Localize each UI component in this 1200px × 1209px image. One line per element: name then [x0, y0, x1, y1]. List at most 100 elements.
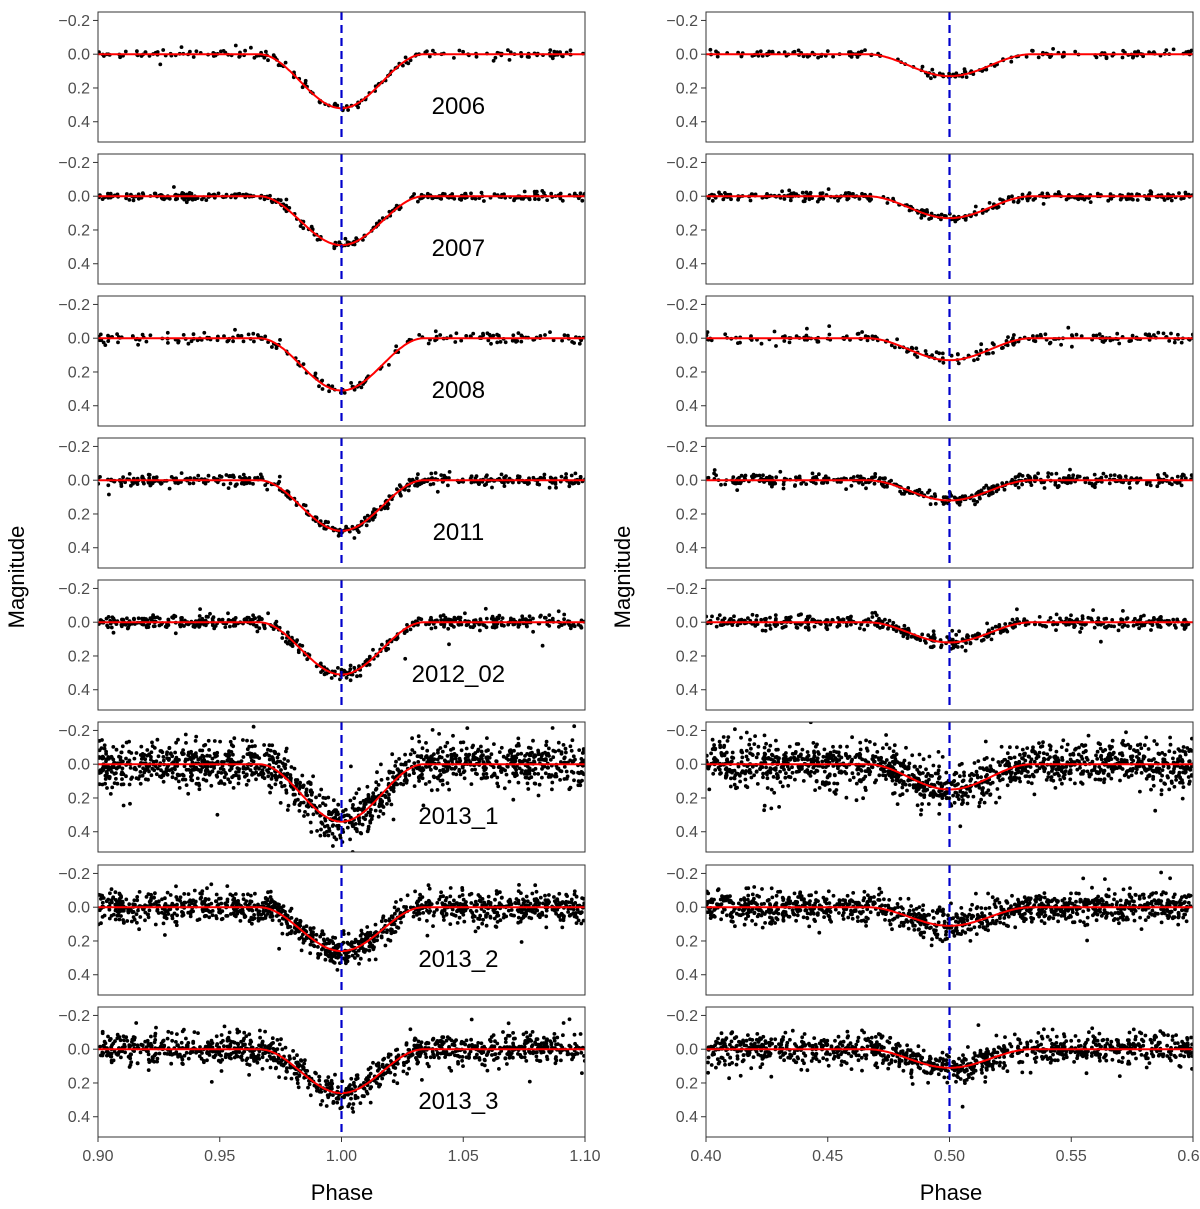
data-point	[1135, 480, 1139, 485]
data-point	[257, 766, 261, 771]
data-point	[902, 623, 907, 628]
data-point	[965, 801, 970, 806]
data-point	[345, 825, 350, 830]
data-point	[725, 739, 730, 743]
data-point	[865, 338, 870, 343]
data-point	[269, 772, 274, 776]
data-point	[1094, 333, 1099, 338]
data-point	[247, 476, 252, 480]
data-point	[867, 198, 872, 203]
data-point	[1131, 55, 1135, 60]
data-point	[232, 736, 237, 741]
data-point	[514, 771, 518, 776]
data-point	[1041, 740, 1045, 745]
data-point	[124, 196, 128, 201]
y-tick-label: 0.4	[676, 682, 698, 699]
data-point	[1099, 639, 1103, 644]
data-point	[135, 482, 140, 486]
data-point	[1082, 622, 1087, 627]
data-point	[826, 187, 831, 192]
data-point	[430, 728, 435, 732]
data-point	[338, 836, 343, 840]
data-point	[285, 808, 290, 812]
data-point	[448, 334, 453, 338]
data-point	[425, 748, 430, 753]
data-point	[873, 754, 878, 759]
data-point	[348, 678, 353, 683]
data-point	[411, 768, 416, 772]
data-point	[1120, 55, 1125, 60]
data-point	[774, 738, 778, 743]
data-point	[787, 618, 792, 622]
data-point	[367, 799, 371, 804]
data-point	[974, 349, 979, 354]
data-point	[537, 782, 542, 787]
data-point	[106, 339, 111, 343]
data-point	[180, 751, 184, 755]
data-point	[832, 781, 837, 786]
data-point	[1020, 482, 1024, 487]
data-point	[202, 330, 207, 335]
data-point	[960, 644, 964, 649]
data-point	[985, 635, 990, 639]
data-point	[532, 189, 537, 194]
data-point	[426, 341, 431, 346]
data-point	[254, 623, 259, 628]
data-point	[782, 197, 787, 201]
data-point	[503, 340, 508, 345]
fit-curve	[706, 53, 1193, 78]
data-point	[507, 779, 512, 784]
data-point	[112, 781, 117, 785]
data-point	[144, 339, 149, 344]
data-point	[788, 198, 793, 203]
data-point	[133, 765, 137, 770]
data-point	[302, 814, 306, 818]
data-point	[1032, 338, 1036, 343]
data-point	[712, 468, 717, 472]
data-point	[431, 48, 435, 53]
data-point	[854, 781, 859, 786]
data-point	[1041, 202, 1046, 206]
data-point	[755, 613, 759, 618]
data-point	[204, 614, 209, 619]
data-point	[295, 638, 299, 643]
data-point	[303, 810, 307, 814]
data-point	[527, 196, 531, 201]
data-point	[241, 765, 246, 769]
data-point	[104, 759, 108, 764]
data-point	[492, 622, 496, 627]
data-point	[932, 636, 937, 640]
data-point	[1005, 629, 1010, 634]
data-point	[417, 333, 422, 337]
data-point	[790, 770, 795, 775]
data-point	[320, 387, 325, 391]
data-point	[1182, 624, 1187, 629]
data-point	[527, 481, 531, 485]
data-point	[543, 333, 547, 337]
data-point	[277, 479, 282, 484]
panel-2011-secondary: −0.20.00.20.4	[666, 437, 1194, 569]
data-point	[184, 767, 189, 772]
data-point	[239, 759, 244, 763]
data-point	[447, 642, 451, 647]
data-point	[519, 751, 524, 756]
data-point	[395, 782, 400, 787]
data-point	[114, 776, 118, 781]
data-point	[996, 760, 1001, 764]
data-point	[397, 483, 402, 488]
data-point	[108, 191, 113, 196]
data-point	[531, 629, 535, 634]
data-point	[167, 746, 172, 751]
data-point	[542, 475, 546, 480]
data-point	[454, 772, 459, 777]
data-point	[206, 473, 211, 478]
data-point	[268, 748, 273, 753]
data-point	[1083, 480, 1088, 485]
data-point	[300, 643, 305, 648]
data-point	[445, 740, 450, 745]
data-point	[551, 755, 556, 760]
data-point	[417, 739, 422, 744]
data-point	[198, 607, 203, 611]
